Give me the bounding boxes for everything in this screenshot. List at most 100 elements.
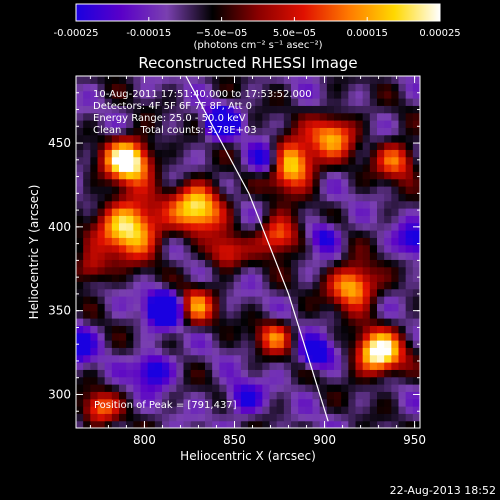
heatmap-cell xyxy=(147,164,156,172)
heatmap-cell xyxy=(83,332,91,341)
heatmap-cell xyxy=(355,332,364,341)
heatmap-cell xyxy=(226,186,235,194)
heatmap-cell xyxy=(219,376,228,385)
heatmap-cell xyxy=(319,252,328,260)
heatmap-cell xyxy=(154,376,163,385)
heatmap-cell xyxy=(291,98,299,106)
heatmap-cell xyxy=(255,376,263,385)
heatmap-cell xyxy=(147,90,156,99)
heatmap-cell xyxy=(111,354,120,363)
heatmap-cell xyxy=(398,347,407,356)
heatmap-cell xyxy=(226,120,235,128)
heatmap-cell xyxy=(240,142,249,150)
heatmap-cell xyxy=(226,274,235,282)
heatmap-cell xyxy=(291,259,299,268)
heatmap-cell xyxy=(133,398,142,407)
heatmap-cell xyxy=(104,420,113,428)
heatmap-cell xyxy=(398,127,407,136)
heatmap-cell xyxy=(197,76,206,84)
heatmap-cell xyxy=(255,112,263,121)
heatmap-cell xyxy=(312,420,321,428)
heatmap-cell xyxy=(104,244,113,253)
heatmap-cell xyxy=(334,347,342,356)
heatmap-cell xyxy=(312,325,321,334)
heatmap-cell xyxy=(291,142,299,150)
heatmap-cell xyxy=(176,384,185,392)
heatmap-cell xyxy=(154,354,163,363)
heatmap-cell xyxy=(226,362,235,370)
heatmap-cell xyxy=(176,332,185,341)
heatmap-cell xyxy=(291,413,299,422)
heatmap-cell xyxy=(412,288,420,297)
heatmap-cell xyxy=(104,303,113,312)
heatmap-cell xyxy=(147,215,156,224)
heatmap-cell xyxy=(140,186,149,194)
heatmap-cell xyxy=(391,76,400,84)
heatmap-cell xyxy=(140,252,149,260)
heatmap-cell xyxy=(133,208,142,216)
annotation-clean: Clean Total counts: 3.78E+03 xyxy=(93,125,257,136)
heatmap-cell xyxy=(97,83,106,92)
heatmap-cell xyxy=(176,193,185,202)
heatmap-cell xyxy=(119,384,127,392)
heatmap-cell xyxy=(262,340,271,348)
heatmap-cell xyxy=(326,274,335,282)
heatmap-cell xyxy=(233,281,242,290)
heatmap-cell xyxy=(248,142,256,150)
heatmap-cell xyxy=(233,215,242,224)
heatmap-cell xyxy=(119,413,127,422)
heatmap-cell xyxy=(205,171,213,180)
heatmap-cell xyxy=(147,274,156,282)
heatmap-cell xyxy=(319,274,328,282)
heatmap-cell xyxy=(305,252,314,260)
heatmap-cell xyxy=(83,376,91,385)
heatmap-cell xyxy=(90,76,99,84)
heatmap-cell xyxy=(362,208,371,216)
heatmap-cell xyxy=(97,134,106,143)
heatmap-cell xyxy=(405,171,414,180)
heatmap-cell xyxy=(377,186,385,194)
heatmap-cell xyxy=(97,142,106,150)
heatmap-cell xyxy=(405,237,414,246)
heatmap-cell xyxy=(90,134,99,143)
heatmap-cell xyxy=(255,288,263,297)
heatmap-cell xyxy=(169,259,177,268)
heatmap-cell xyxy=(76,252,84,260)
heatmap-cell xyxy=(305,259,314,268)
heatmap-cell xyxy=(276,200,285,209)
x-axis-label: Heliocentric X (arcsec) xyxy=(180,449,316,463)
heatmap-cell xyxy=(283,259,292,268)
heatmap-cell xyxy=(377,215,385,224)
heatmap-cell xyxy=(140,171,149,180)
heatmap-cell xyxy=(104,376,113,385)
heatmap-cell xyxy=(319,303,328,312)
heatmap-cell xyxy=(233,105,242,114)
heatmap-cell xyxy=(212,193,220,202)
heatmap-cell xyxy=(319,406,328,414)
heatmap-cell xyxy=(90,193,99,202)
heatmap-cell xyxy=(326,112,335,121)
heatmap-cell xyxy=(162,391,170,400)
heatmap-cell xyxy=(111,310,120,319)
heatmap-cell xyxy=(362,318,371,326)
heatmap-cell xyxy=(104,237,113,246)
heatmap-cell xyxy=(197,296,206,304)
heatmap-cell xyxy=(341,215,349,224)
heatmap-cell xyxy=(176,76,185,84)
heatmap-cell xyxy=(391,325,400,334)
heatmap-cell xyxy=(197,120,206,128)
heatmap-cell xyxy=(90,156,99,165)
heatmap-cell xyxy=(97,149,106,158)
heatmap-cell xyxy=(341,134,349,143)
heatmap-cell xyxy=(377,105,385,114)
heatmap-cell xyxy=(183,142,192,150)
heatmap-cell xyxy=(97,318,106,326)
heatmap-cell xyxy=(341,274,349,282)
heatmap-cell xyxy=(391,120,400,128)
heatmap-cell xyxy=(405,303,414,312)
heatmap-cell xyxy=(119,156,127,165)
heatmap-cell xyxy=(305,398,314,407)
heatmap-cell xyxy=(183,215,192,224)
heatmap-cell xyxy=(319,193,328,202)
heatmap-cell xyxy=(197,259,206,268)
